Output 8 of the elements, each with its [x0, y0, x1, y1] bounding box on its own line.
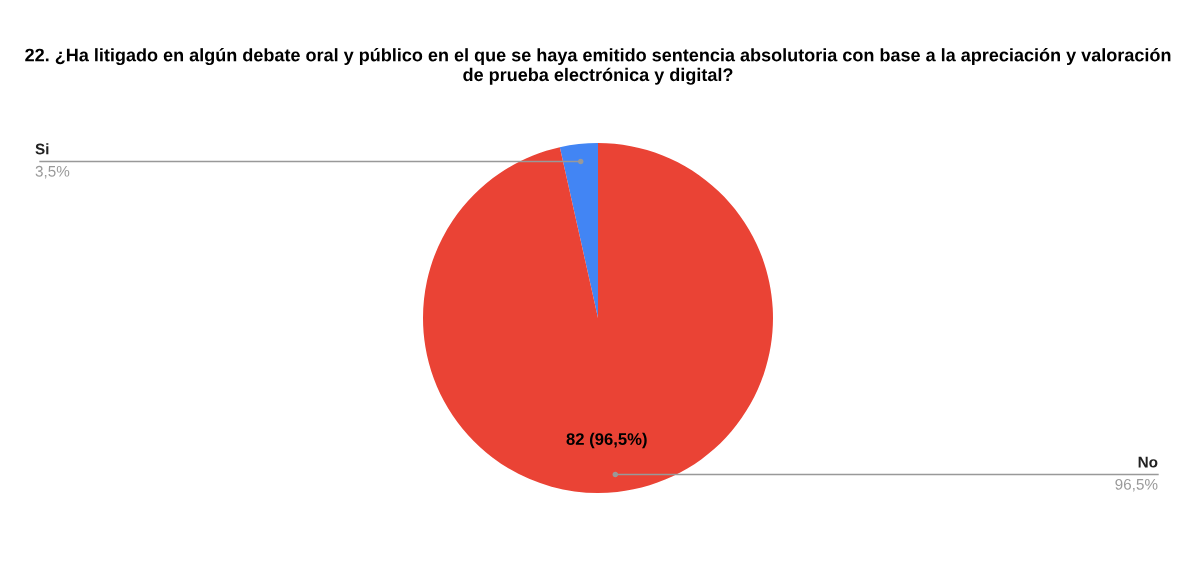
slice-label: No: [1138, 456, 1158, 468]
slice-label: Si: [35, 143, 49, 155]
text: 3,5%: [35, 165, 70, 179]
pie-slice: [423, 143, 773, 493]
chart-title: 22. ¿Ha litigado en algún debate oral y público en el que se haya emitido sentencia absolutoria con base a la apreciación y valoración de prueba electrónica y digital?: [25, 48, 1171, 85]
text: 96,5%: [1115, 478, 1158, 492]
data-label: 82 (96,5%): [566, 432, 647, 449]
pie-slice: [559, 143, 598, 318]
